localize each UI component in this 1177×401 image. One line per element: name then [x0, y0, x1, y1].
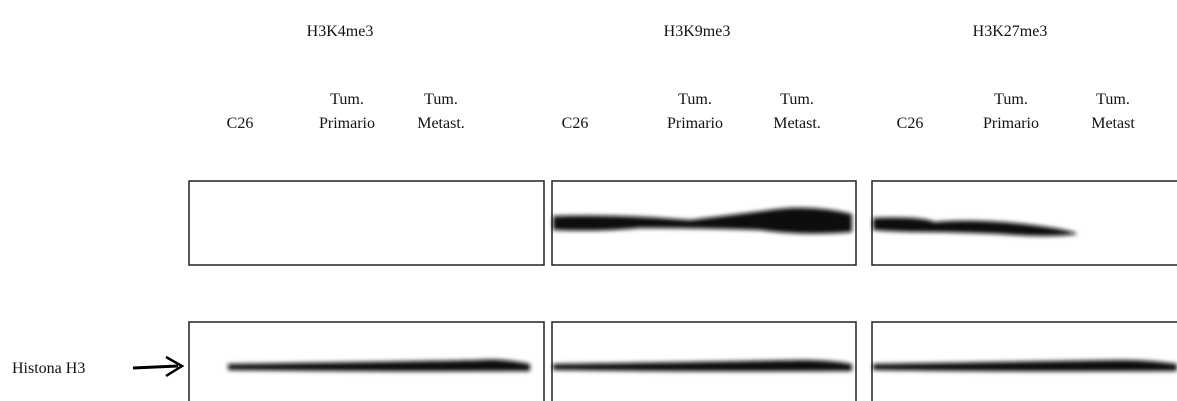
lane-label: C26 [227, 115, 254, 132]
panel-title: H3K4me3 [307, 23, 374, 40]
western-blot-figure: Histona H3 H3K4me3 C26 Tum. Primario Tum. Met… [0, 0, 1177, 401]
lane-label: Primario [667, 115, 723, 132]
row-label: Histona H3 [12, 360, 85, 377]
lane-label: Primario [319, 115, 375, 132]
lane-label: Tum. [424, 91, 458, 108]
lane-label: Tum. [994, 91, 1028, 108]
panel-title: H3K9me3 [664, 23, 731, 40]
lane-label: Tum. [678, 91, 712, 108]
lane-label: Metast. [773, 115, 821, 132]
lane-label: Primario [983, 115, 1039, 132]
lane-label: C26 [897, 115, 924, 132]
lane-label: Tum. [1096, 91, 1130, 108]
lane-label: Metast [1091, 115, 1135, 132]
lane-label: Tum. [330, 91, 364, 108]
blot-box [189, 181, 544, 265]
lane-label: Tum. [780, 91, 814, 108]
lane-label: C26 [562, 115, 589, 132]
arrow [133, 357, 182, 376]
panel-title: H3K27me3 [973, 23, 1048, 40]
bottom-blot [189, 322, 1177, 401]
lane-label: Metast. [417, 115, 465, 132]
